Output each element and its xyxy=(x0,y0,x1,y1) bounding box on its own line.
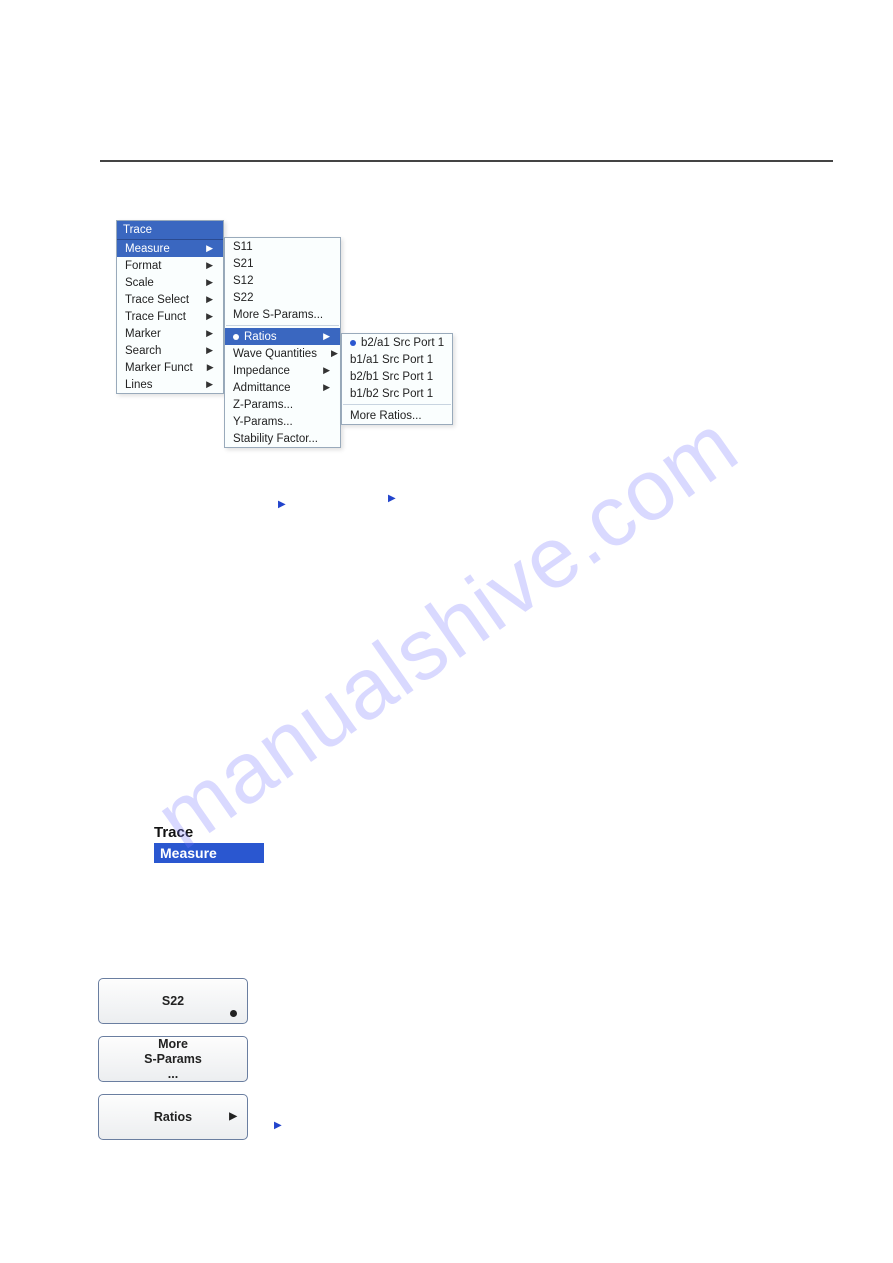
menu-label: Admittance xyxy=(233,382,291,394)
softkey-label: Ratios xyxy=(154,1110,192,1125)
page: Trace Measure ▶ Format ▶ Scale ▶ Trace Sele… xyxy=(0,0,893,1263)
trace-measure-block: Trace Measure xyxy=(154,824,264,863)
ratios-b2b1[interactable]: b2/b1 Src Port 1 xyxy=(342,368,452,385)
indicator-dot-icon xyxy=(230,1010,237,1017)
submenu-arrow-icon: ▶ xyxy=(206,277,213,288)
trace-menu: Trace Measure ▶ Format ▶ Scale ▶ Trace Sele… xyxy=(116,220,224,394)
trace-menu-search[interactable]: Search ▶ xyxy=(117,342,223,359)
trace-label: Trace xyxy=(154,824,264,841)
menu-separator xyxy=(226,325,339,326)
measure-s12[interactable]: S12 xyxy=(225,272,340,289)
menu-label: Z-Params... xyxy=(233,399,293,411)
menu-label: Marker xyxy=(125,328,161,340)
submenu-arrow-icon: ▶ xyxy=(331,348,338,359)
submenu-arrow-icon: ▶ xyxy=(206,328,213,339)
softkey-more-sparams[interactable]: More S-Params ... xyxy=(98,1036,248,1082)
menu-label: b2/b1 Src Port 1 xyxy=(350,371,433,383)
menu-separator xyxy=(343,404,451,405)
ratios-b1a1[interactable]: b1/a1 Src Port 1 xyxy=(342,351,452,368)
measure-menu: S11 S21 S12 S22 More S-Params... Ratios ▶… xyxy=(224,237,341,448)
softkey-label: S22 xyxy=(162,994,184,1009)
menu-label: S22 xyxy=(233,292,253,304)
softkey-s22[interactable]: S22 xyxy=(98,978,248,1024)
trace-menu-marker[interactable]: Marker ▶ xyxy=(117,325,223,342)
menu-label: Lines xyxy=(125,379,153,391)
menu-label: Impedance xyxy=(233,365,290,377)
menu-label: S12 xyxy=(233,275,253,287)
menu-label: Ratios xyxy=(244,331,277,343)
menu-label: Trace Select xyxy=(125,294,189,306)
measure-bar[interactable]: Measure xyxy=(154,843,264,863)
menu-label: Format xyxy=(125,260,161,272)
submenu-arrow-icon: ▶ xyxy=(206,379,213,390)
submenu-arrow-icon: ▶ xyxy=(206,243,213,254)
softkey-ratios[interactable]: Ratios ▶ xyxy=(98,1094,248,1140)
measure-stability[interactable]: Stability Factor... xyxy=(225,430,340,447)
measure-admittance[interactable]: Admittance ▶ xyxy=(225,379,340,396)
menu-label: Wave Quantities xyxy=(233,348,317,360)
menu-label: b2/a1 Src Port 1 xyxy=(361,337,444,349)
bullet-icon xyxy=(350,340,356,346)
menu-label: b1/b2 Src Port 1 xyxy=(350,388,433,400)
submenu-arrow-icon: ▶ xyxy=(206,260,213,271)
submenu-arrow-icon: ▶ xyxy=(323,331,330,342)
menu-label: More Ratios... xyxy=(350,410,422,422)
menu-label: S11 xyxy=(233,241,253,253)
measure-more-sparams[interactable]: More S-Params... xyxy=(225,306,340,323)
submenu-arrow-icon: ▶ xyxy=(206,311,213,322)
trace-menu-measure[interactable]: Measure ▶ xyxy=(117,240,223,257)
header-rule xyxy=(100,160,833,162)
submenu-arrow-icon: ▶ xyxy=(206,345,213,356)
menu-label: Stability Factor... xyxy=(233,433,318,445)
trace-menu-scale[interactable]: Scale ▶ xyxy=(117,274,223,291)
ratios-more[interactable]: More Ratios... xyxy=(342,407,452,424)
measure-y-params[interactable]: Y-Params... xyxy=(225,413,340,430)
trace-menu-trace-funct[interactable]: Trace Funct ▶ xyxy=(117,308,223,325)
menu-label: Search xyxy=(125,345,161,357)
trace-menu-format[interactable]: Format ▶ xyxy=(117,257,223,274)
submenu-arrow-icon: ▶ xyxy=(323,365,330,376)
menu-label: Measure xyxy=(125,243,170,255)
measure-z-params[interactable]: Z-Params... xyxy=(225,396,340,413)
menu-label: Trace Funct xyxy=(125,311,186,323)
bullet-icon xyxy=(233,334,239,340)
measure-s11[interactable]: S11 xyxy=(225,238,340,255)
path-arrow-icon: ▶ xyxy=(388,488,396,507)
trace-menu-title[interactable]: Trace xyxy=(117,221,223,240)
ratios-menu: b2/a1 Src Port 1 b1/a1 Src Port 1 b2/b1 … xyxy=(341,333,453,425)
trace-menu-lines[interactable]: Lines ▶ xyxy=(117,376,223,393)
measure-wave-quantities[interactable]: Wave Quantities ▶ xyxy=(225,345,340,362)
trace-menu-marker-funct[interactable]: Marker Funct ▶ xyxy=(117,359,223,376)
submenu-arrow-icon: ▶ xyxy=(206,294,213,305)
ratios-b1b2[interactable]: b1/b2 Src Port 1 xyxy=(342,385,452,402)
ratios-b2a1[interactable]: b2/a1 Src Port 1 xyxy=(342,334,452,351)
measure-impedance[interactable]: Impedance ▶ xyxy=(225,362,340,379)
measure-ratios[interactable]: Ratios ▶ xyxy=(225,328,340,345)
menu-label: Marker Funct xyxy=(125,362,193,374)
menu-label: Scale xyxy=(125,277,154,289)
submenu-arrow-icon: ▶ xyxy=(229,1111,237,1123)
submenu-arrow-icon: ▶ xyxy=(207,362,214,373)
menu-label: Y-Params... xyxy=(233,416,293,428)
path-arrow-icon: ▶ xyxy=(274,1115,282,1134)
softkey-label: More S-Params ... xyxy=(144,1037,202,1082)
submenu-arrow-icon: ▶ xyxy=(323,382,330,393)
trace-menu-trace-select[interactable]: Trace Select ▶ xyxy=(117,291,223,308)
menu-label: More S-Params... xyxy=(233,309,323,321)
menu-label: S21 xyxy=(233,258,253,270)
menu-label: b1/a1 Src Port 1 xyxy=(350,354,433,366)
measure-s21[interactable]: S21 xyxy=(225,255,340,272)
path-arrow-icon: ▶ xyxy=(278,494,286,513)
measure-s22[interactable]: S22 xyxy=(225,289,340,306)
softkey-bar: S22 More S-Params ... Ratios ▶ xyxy=(98,978,254,1152)
